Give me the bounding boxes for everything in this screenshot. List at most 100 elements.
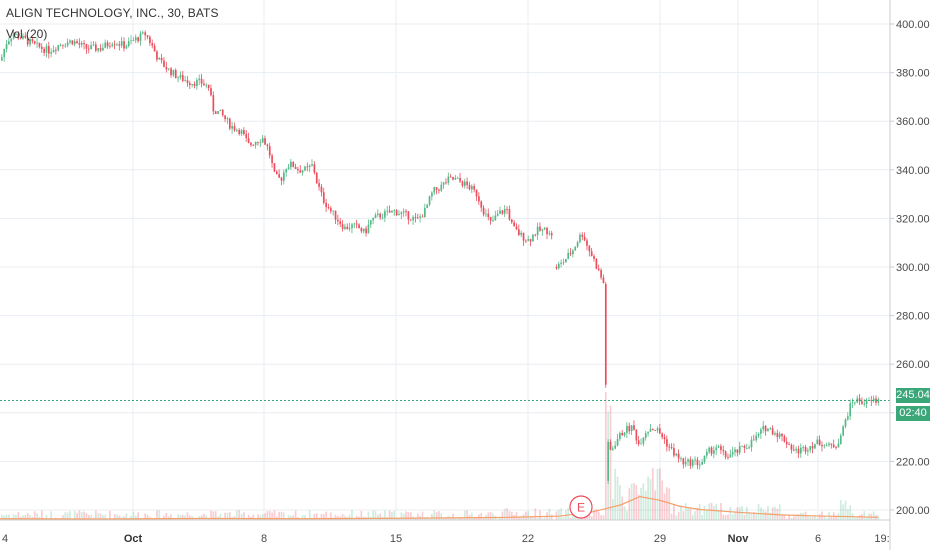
candle-body xyxy=(311,164,313,166)
volume-bar xyxy=(219,513,222,520)
candle-body xyxy=(320,186,323,193)
volume-bar xyxy=(170,514,172,520)
volume-bar xyxy=(313,513,316,520)
volume-bar xyxy=(640,487,642,520)
candle-body xyxy=(640,443,642,445)
volume-bar xyxy=(536,517,539,520)
candle-body xyxy=(706,451,708,456)
candle-body xyxy=(374,215,377,218)
volume-bar xyxy=(696,507,699,520)
volume-bar xyxy=(388,510,391,520)
candle-body xyxy=(501,210,504,214)
volume-bar xyxy=(17,512,20,520)
volume-bar xyxy=(238,510,241,520)
volume-bar xyxy=(623,506,626,520)
candle-body xyxy=(595,258,598,269)
candle-body xyxy=(372,217,374,221)
candle-body xyxy=(696,459,699,466)
candle-body xyxy=(677,453,680,459)
volume-bar xyxy=(240,513,243,520)
candle-body xyxy=(268,146,271,156)
candle-body xyxy=(344,226,346,229)
volume-bar xyxy=(496,518,499,520)
candle-body xyxy=(341,224,344,229)
volume-bar xyxy=(456,517,459,520)
volume-bar xyxy=(442,517,445,520)
candle-body xyxy=(318,183,320,187)
candle-body xyxy=(654,430,656,431)
volume-bar xyxy=(677,511,680,520)
candle-body xyxy=(99,48,102,51)
volume-bar xyxy=(743,514,746,520)
candle-body xyxy=(431,192,433,197)
candle-body xyxy=(332,210,335,212)
earnings-marker[interactable]: E xyxy=(569,495,593,519)
candle-body xyxy=(837,443,840,448)
candle-body xyxy=(205,84,208,86)
candle-body xyxy=(428,196,431,205)
x-tick-label: 15 xyxy=(390,533,402,545)
volume-bar xyxy=(515,512,518,520)
time-axis[interactable]: 4 Oct 8 15 22 29 Nov 6 19: xyxy=(2,533,890,545)
symbol-title[interactable]: ALIGN TECHNOLOGY, INC., 30, BATS xyxy=(6,6,219,20)
candle-body xyxy=(753,439,755,441)
candle-body xyxy=(398,214,400,216)
candle-body xyxy=(668,446,671,448)
volume-indicator-label[interactable]: Vol (20) xyxy=(6,27,48,41)
candle-body xyxy=(102,47,104,51)
volume-bar xyxy=(203,513,205,520)
volume-bar xyxy=(722,514,725,520)
candle-body xyxy=(426,204,429,208)
volume-bar xyxy=(872,511,875,520)
volume-bar xyxy=(228,512,231,520)
candle-body xyxy=(487,213,490,217)
candle-body xyxy=(781,433,783,437)
candle-body xyxy=(849,403,852,417)
volume-bar xyxy=(698,503,701,520)
candle-body xyxy=(198,78,201,81)
x-tick-label: 22 xyxy=(522,533,534,545)
volume-bar xyxy=(132,511,135,520)
candle-body xyxy=(604,284,607,385)
volume-bar xyxy=(233,515,236,520)
candle-body xyxy=(870,400,873,401)
candle-body xyxy=(628,425,631,432)
volume-bar xyxy=(405,511,407,520)
candle-body xyxy=(861,401,863,404)
volume-bar xyxy=(463,510,466,520)
candle-body xyxy=(546,227,548,235)
volume-bar xyxy=(847,509,849,520)
candle-body xyxy=(760,429,762,434)
candle-body xyxy=(816,439,819,445)
candle-body xyxy=(17,33,20,39)
volume-bar xyxy=(224,512,226,520)
candle-body xyxy=(327,207,330,209)
volume-bar xyxy=(243,512,245,520)
candle-body xyxy=(228,118,231,129)
candle-body xyxy=(1,57,3,61)
candle-body xyxy=(339,221,342,225)
candle-body xyxy=(238,129,241,134)
candle-body xyxy=(334,210,337,220)
volume-bar xyxy=(557,509,560,520)
volume-bar xyxy=(633,483,635,520)
price-axis[interactable]: 400.00 380.00 360.00 340.00 320.00 300.00 280.… xyxy=(890,19,930,517)
candle-body xyxy=(217,111,219,114)
volume-bar xyxy=(179,514,182,520)
volume-bar xyxy=(212,511,215,520)
candle-body xyxy=(113,44,116,46)
volume-bar xyxy=(367,511,370,520)
candle-body xyxy=(496,213,499,216)
volume-bar xyxy=(771,507,774,520)
volume-bar xyxy=(717,510,720,520)
volume-bar xyxy=(694,511,696,520)
candle-body xyxy=(400,212,403,215)
candle-body xyxy=(322,192,325,203)
candle-body xyxy=(381,217,384,219)
volume-bar xyxy=(595,508,598,520)
candle-body xyxy=(3,49,6,58)
candle-body xyxy=(104,42,107,48)
volume-bar xyxy=(97,513,100,520)
volume-bar xyxy=(461,517,464,520)
